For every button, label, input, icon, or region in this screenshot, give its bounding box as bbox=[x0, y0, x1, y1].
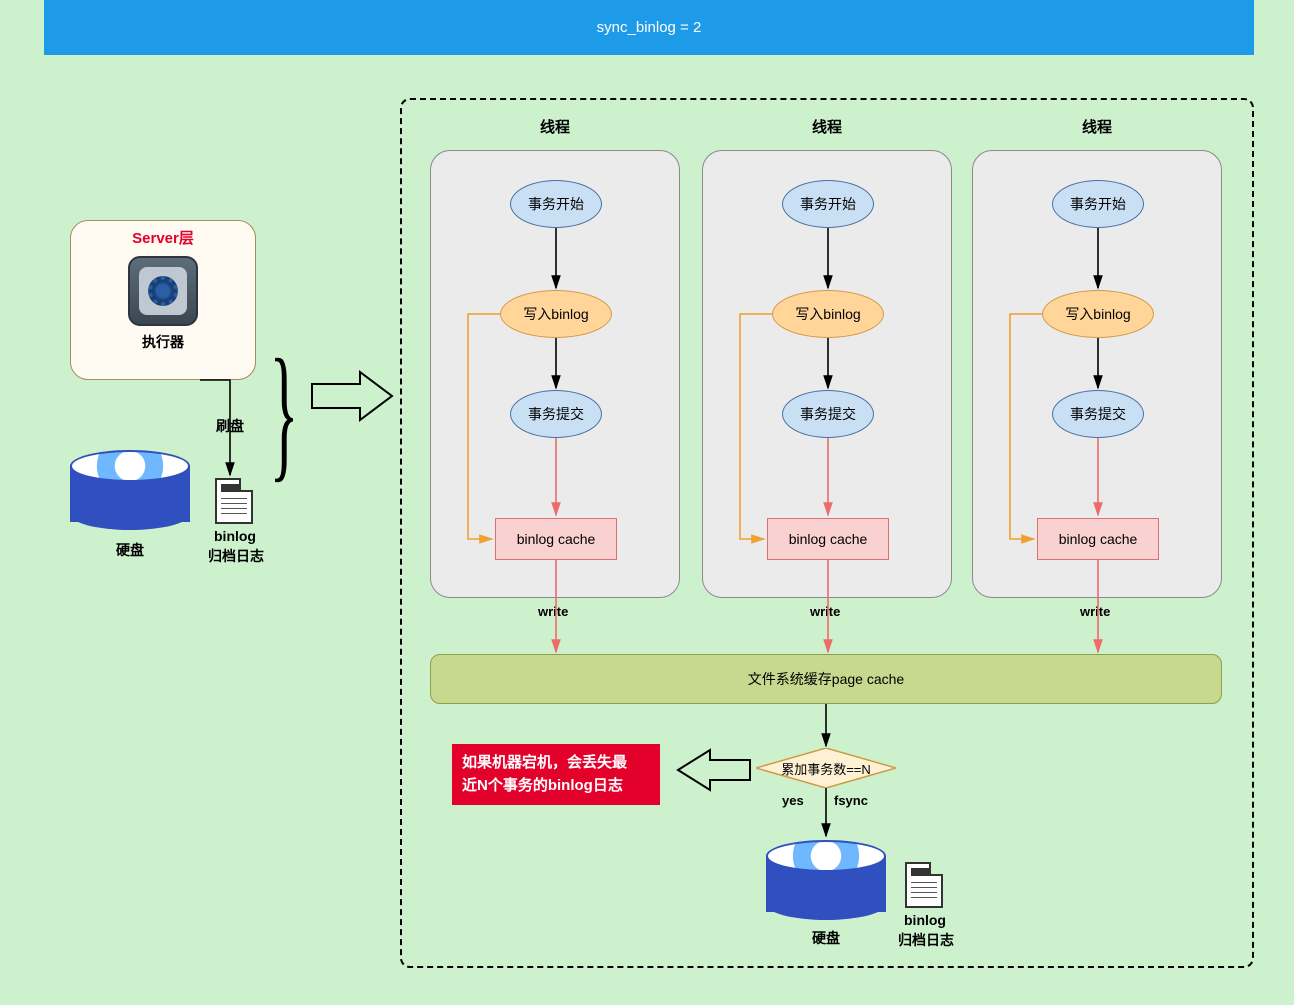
fsync-label: fsync bbox=[834, 793, 868, 808]
t1-start: 事务开始 bbox=[510, 180, 602, 228]
t1-commit: 事务提交 bbox=[510, 390, 602, 438]
title-banner: sync_binlog = 2 bbox=[44, 0, 1254, 55]
server-layer-box: Server层 执行器 bbox=[70, 220, 256, 380]
flush-label: 刷盘 bbox=[205, 416, 255, 436]
left-binlog-label2: 归档日志 bbox=[196, 546, 276, 566]
left-binlog-label1: binlog bbox=[200, 528, 270, 544]
write-label-2: write bbox=[810, 604, 840, 619]
t1-cache: binlog cache bbox=[495, 518, 617, 560]
t1-write-binlog: 写入binlog bbox=[500, 290, 612, 338]
t3-cache: binlog cache bbox=[1037, 518, 1159, 560]
left-disk-icon bbox=[70, 450, 190, 530]
banner-text: sync_binlog = 2 bbox=[597, 19, 702, 36]
thread-title-1: 线程 bbox=[430, 116, 680, 137]
write-label-1: write bbox=[538, 604, 568, 619]
bottom-disk-label: 硬盘 bbox=[766, 928, 886, 948]
yes-label: yes bbox=[782, 793, 804, 808]
t3-commit: 事务提交 bbox=[1052, 390, 1144, 438]
decision-diamond: 累加事务数==N bbox=[756, 748, 896, 788]
thread-title-3: 线程 bbox=[972, 116, 1222, 137]
bottom-binlog-label2: 归档日志 bbox=[886, 930, 966, 950]
executor-label: 执行器 bbox=[71, 332, 255, 352]
write-label-3: write bbox=[1080, 604, 1110, 619]
bottom-binlog-label1: binlog bbox=[890, 912, 960, 928]
bottom-disk-icon bbox=[766, 840, 886, 920]
gear-icon bbox=[128, 256, 198, 326]
t2-start: 事务开始 bbox=[782, 180, 874, 228]
left-binlog-file-icon bbox=[215, 478, 253, 524]
page-cache-box: 文件系统缓存page cache bbox=[430, 654, 1222, 704]
t3-write-binlog: 写入binlog bbox=[1042, 290, 1154, 338]
t2-cache: binlog cache bbox=[767, 518, 889, 560]
warning-box: 如果机器宕机，会丢失最 近N个事务的binlog日志 bbox=[452, 744, 660, 805]
t3-start: 事务开始 bbox=[1052, 180, 1144, 228]
brace-icon: } bbox=[270, 360, 299, 465]
thread-title-2: 线程 bbox=[702, 116, 952, 137]
server-title: Server层 bbox=[71, 227, 255, 248]
t2-write-binlog: 写入binlog bbox=[772, 290, 884, 338]
left-disk-label: 硬盘 bbox=[70, 540, 190, 560]
bottom-binlog-file-icon bbox=[905, 862, 943, 908]
t2-commit: 事务提交 bbox=[782, 390, 874, 438]
